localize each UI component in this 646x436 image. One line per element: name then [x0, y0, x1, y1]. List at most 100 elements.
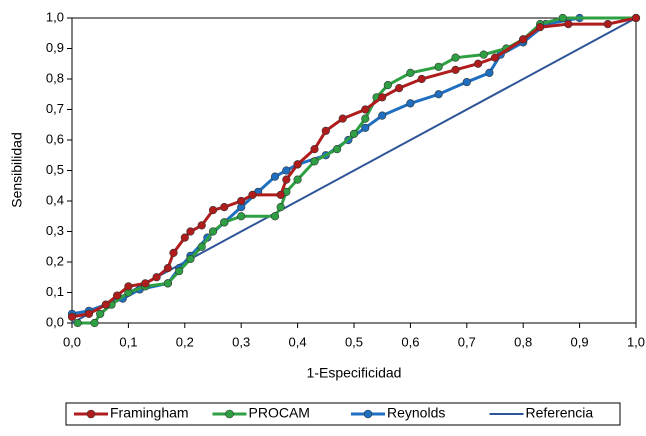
point: [197, 242, 206, 251]
point: [451, 53, 460, 62]
point: [395, 84, 404, 93]
y-tick-label: 0,0: [46, 314, 64, 329]
point: [406, 99, 415, 108]
legend-label: PROCAM: [249, 405, 310, 421]
legend-marker: [225, 409, 234, 419]
x-tick-label: 0,1: [119, 334, 137, 349]
point: [141, 279, 150, 288]
point: [169, 248, 178, 257]
point: [124, 282, 133, 291]
point: [473, 59, 483, 68]
x-tick-label: 0,3: [232, 334, 250, 349]
legend-label: Reynolds: [387, 405, 445, 421]
point: [485, 68, 494, 77]
point: [451, 65, 460, 74]
x-tick-label: 0,7: [458, 334, 476, 349]
point: [479, 50, 488, 59]
point: [536, 23, 545, 32]
y-tick-label: 0,1: [46, 284, 64, 299]
point: [84, 309, 94, 318]
point: [349, 129, 359, 138]
point: [378, 111, 387, 120]
point: [67, 312, 77, 322]
legend-marker: [86, 409, 96, 419]
point: [462, 77, 471, 87]
x-tick-label: 0,8: [514, 334, 532, 349]
point: [434, 90, 443, 99]
point: [220, 218, 229, 227]
point: [519, 35, 528, 44]
series-line: [71, 16, 637, 319]
point: [282, 175, 291, 184]
point: [270, 172, 280, 181]
point: [417, 74, 426, 84]
point: [603, 20, 612, 29]
point: [113, 291, 122, 300]
point: [338, 114, 347, 123]
point: [96, 309, 105, 318]
y-tick-label: 0,9: [46, 40, 64, 55]
y-tick-label: 0,7: [46, 101, 64, 116]
point: [276, 190, 285, 199]
point: [361, 123, 370, 132]
point: [631, 13, 641, 23]
point: [293, 175, 302, 184]
point: [101, 300, 110, 309]
point: [490, 53, 500, 62]
legend-label: Framingham: [110, 405, 189, 421]
point: [406, 68, 415, 77]
point: [163, 264, 172, 273]
point: [378, 93, 387, 102]
y-tick-label: 1,0: [46, 9, 64, 24]
legend-label: Referencia: [526, 405, 594, 421]
x-tick-label: 0,0: [63, 334, 81, 349]
y-tick-label: 0,2: [46, 253, 64, 268]
point: [321, 126, 330, 135]
point: [163, 279, 172, 288]
point: [564, 20, 573, 29]
point: [248, 190, 257, 199]
series-line: [71, 16, 636, 316]
point: [332, 145, 342, 154]
y-tick-label: 0,8: [46, 70, 64, 85]
point: [237, 196, 246, 206]
point: [383, 80, 392, 90]
point: [186, 254, 195, 264]
x-tick-label: 0,6: [401, 334, 419, 349]
point: [197, 221, 206, 230]
point: [310, 157, 319, 166]
point: [293, 160, 302, 169]
series-line: [71, 17, 637, 324]
point: [310, 145, 319, 154]
point: [180, 233, 189, 242]
y-tick-label: 0,5: [46, 162, 64, 177]
point: [175, 267, 184, 276]
x-tick-label: 0,4: [289, 334, 307, 349]
y-tick-label: 0,3: [46, 223, 64, 238]
point: [220, 203, 229, 212]
point: [208, 227, 218, 236]
x-tick-label: 1,0: [627, 334, 645, 349]
x-tick-label: 0,2: [176, 334, 194, 349]
point: [270, 212, 280, 221]
legend-frame: [65, 402, 621, 426]
y-axis-title: Sensibilidad: [9, 132, 25, 208]
y-tick-label: 0,6: [46, 131, 64, 146]
y-tick-label: 0,4: [46, 192, 64, 207]
point: [73, 318, 82, 328]
point: [186, 227, 195, 236]
point: [208, 206, 218, 215]
point: [361, 105, 370, 114]
point: [558, 13, 567, 23]
point: [434, 62, 443, 71]
point: [237, 212, 246, 221]
legend-marker: [363, 409, 373, 419]
point: [90, 318, 99, 328]
x-tick-label: 0,5: [345, 334, 363, 349]
point: [276, 203, 285, 212]
point: [282, 166, 291, 175]
x-axis-title: 1-Especificidad: [307, 365, 402, 381]
point: [152, 273, 161, 282]
x-tick-label: 0,9: [571, 334, 589, 349]
